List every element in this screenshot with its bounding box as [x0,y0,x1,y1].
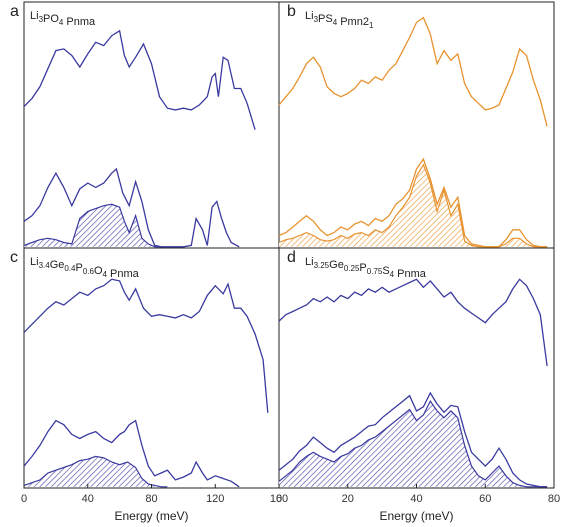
x-tick-label: 60 [479,493,491,505]
x-tick-label: 160 [270,493,288,505]
filled-area-a [24,204,162,247]
panel-b: b Li3PS4 Pmn21 [278,1,555,249]
partial-curve-d [278,391,548,488]
panel-letter-d: d [287,249,296,266]
panel-frame [23,1,280,249]
x-axis-label-d: Energy (meV) [379,509,453,523]
x-tick-label: 80 [145,493,157,505]
x-tick-label: 40 [82,493,94,505]
filled-outline-b [278,163,548,248]
panel-letter-a: a [10,3,19,20]
partial-curve-c [23,419,240,488]
partial-curve-a [23,167,240,248]
x-tick-label: 40 [410,493,422,505]
panel-letter-c: c [10,249,18,266]
filled-outline-d [278,400,548,488]
filled-area-b [279,164,548,247]
panel-a: a Li3PO4 Pnma [10,1,280,249]
panel-frame [23,247,280,489]
filled-outline-a [23,203,162,248]
panel-title-d: Li3.25Ge0.25P0.75S4 Pnma [305,256,427,280]
x-tick-label: 20 [342,493,354,505]
total-curve-b [278,16,548,127]
panel-title-a: Li3PO4 Pnma [30,10,96,28]
total-curve-c [23,278,269,413]
total-curve-a [23,29,256,130]
filled-outline-c [23,455,168,488]
x-tick-label: 0 [21,493,27,505]
filled-area-c [24,456,168,487]
panel-letter-b: b [287,3,296,20]
panel-c: c Li3.4Ge0.4P0.6O4 Pnma 0 40 80 120 160 Energy … [10,247,288,523]
x-tick-label: 80 [548,493,560,505]
panel-d: d Li3.25Ge0.25P0.75S4 Pnma 0 20 40 60 80 Energy… [276,247,560,523]
total-curve-d [278,278,548,367]
panel-title-b: Li3PS4 Pmn21 [305,10,374,30]
x-tick-label: 0 [276,493,282,505]
panel-title-c: Li3.4Ge0.4P0.6O4 Pnma [30,256,140,280]
x-axis-label-c: Energy (meV) [114,509,188,523]
filled-area-d [279,401,548,487]
x-tick-label: 120 [206,493,224,505]
partial-curve-b [278,157,548,248]
